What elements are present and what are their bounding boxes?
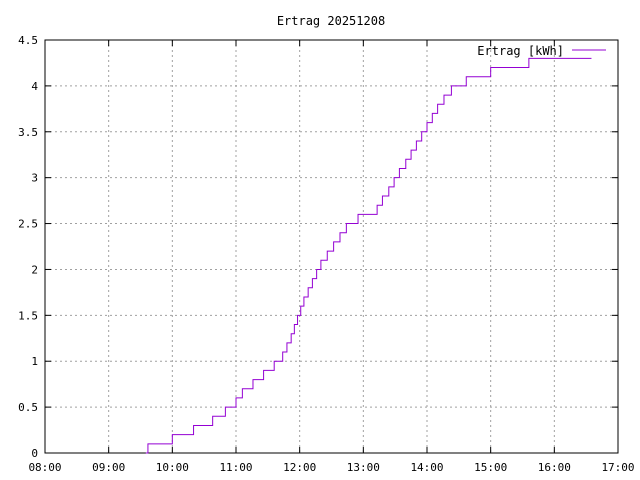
y-tick-label: 0.5 [18,401,38,414]
x-tick-label: 11:00 [219,461,252,474]
series-line [145,57,592,454]
y-tick-label: 4 [31,80,38,93]
y-tick-labels: 0 0.5 1 1.5 2 2.5 3 3.5 4 4.5 [18,34,38,460]
y-tick-label: 2 [31,263,38,276]
ticks [44,39,619,454]
x-tick-label: 09:00 [92,461,125,474]
x-tick-label: 08:00 [28,461,61,474]
y-tick-label: 2.5 [18,218,38,231]
x-tick-label: 13:00 [347,461,380,474]
legend: Ertrag [kWh] [477,44,606,58]
y-tick-label: 3 [31,172,38,185]
plot-frame [44,39,619,454]
x-tick-label: 17:00 [601,461,634,474]
legend-label: Ertrag [kWh] [477,44,564,58]
x-tick-label: 14:00 [410,461,443,474]
chart-title: Ertrag 20251208 [277,14,385,28]
x-tick-label: 10:00 [156,461,189,474]
y-tick-label: 4.5 [18,34,38,47]
grid [45,40,618,453]
x-tick-label: 15:00 [474,461,507,474]
x-tick-label: 12:00 [283,461,316,474]
x-tick-label: 16:00 [538,461,571,474]
y-tick-label: 1.5 [18,309,38,322]
y-tick-label: 3.5 [18,126,38,139]
series-layer [145,57,592,454]
x-tick-labels: 08:00 09:00 10:00 11:00 12:00 13:00 14:00 15:00… [28,461,634,474]
y-tick-label: 0 [31,447,38,460]
y-tick-label: 1 [31,355,38,368]
